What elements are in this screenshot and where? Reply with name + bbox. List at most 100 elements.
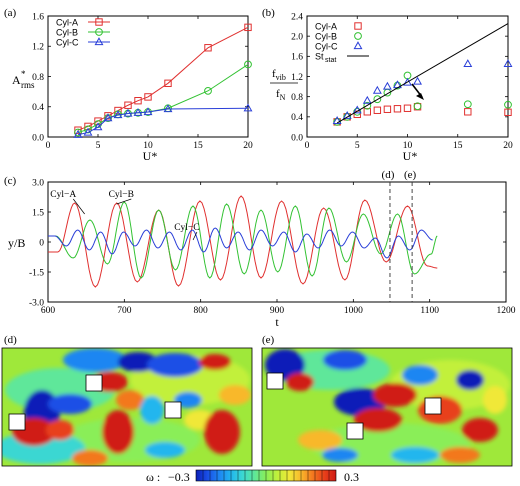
series-label-leader [116, 198, 132, 205]
data-point-cyl-a [504, 108, 512, 116]
axes-c-series-labels: Cyl−A Cyl−B Cyl−C [50, 190, 200, 241]
y-tick-label: -1.5 [29, 268, 44, 278]
axis-label-a-y-sub: rms [21, 80, 35, 90]
cylinder-a-d [8, 413, 26, 431]
legend-label: Cyl-C [56, 38, 79, 48]
axis-label-c-y: y/B [8, 236, 25, 250]
cylinder-a-e [266, 372, 284, 390]
axes-a-ticks: 0 5 10 15 20 0.0 0.4 0.8 1.2 1.6 [32, 12, 253, 151]
data-point-cyl-a [204, 44, 212, 52]
y-tick-label: 0 [39, 238, 44, 248]
cylinder-b-d [85, 374, 103, 392]
data-point-cyl-a [124, 101, 132, 109]
panel-a: (a) 0 5 10 15 20 0.0 0.4 0.8 1.2 1.6 Cyl-ACyl-BCy… [4, 7, 253, 163]
x-tick-label: 1200 [497, 306, 516, 316]
series-label: Cyl−B [109, 190, 134, 200]
data-point-cyl-a [164, 79, 172, 88]
data-point-cyl-c [73, 129, 83, 138]
data-point-cyl-c [362, 95, 372, 104]
y-tick-label: 0.8 [32, 73, 44, 83]
data-point-cyl-a [464, 108, 472, 116]
x-tick-label: 1000 [344, 306, 363, 316]
panel-label-b: (b) [262, 7, 275, 19]
panel-label-a: (a) [4, 7, 17, 19]
data-point-cyl-b [363, 101, 372, 110]
data-point-cyl-c [143, 107, 153, 116]
y-tick-label: 1.6 [32, 12, 44, 22]
legend-marker [354, 32, 362, 40]
axes-b-ticks: 0 5 10 15 20 0.0 0.4 0.8 1.2 1.6 2.0 2.4 [291, 12, 513, 151]
data-point-cyl-c [463, 59, 473, 67]
data-point-cyl-b [343, 112, 352, 121]
axis-label-b-y-num: fvib [272, 68, 286, 82]
data-point-cyl-c [503, 59, 513, 67]
x-tick-label: 10 [403, 141, 413, 151]
data-point-cyl-a [363, 108, 372, 116]
colorbar-ticks [202, 470, 330, 481]
data-point-cyl-c [83, 127, 93, 136]
axis-label-b-x: U* [403, 149, 418, 163]
data-point-cyl-c [243, 103, 253, 112]
axis-label-a-x: U* [143, 149, 158, 163]
data-point-cyl-b [74, 128, 82, 137]
x-tick-label: 20 [503, 141, 513, 151]
data-point-cyl-c [413, 76, 423, 85]
x-tick-label: 900 [270, 306, 285, 316]
panel-b: (b) 0 5 10 15 200.00.40.81.21.62.02.4 Cyl-AC… [262, 7, 513, 163]
vorticity-field-e [262, 348, 512, 466]
x-tick-label: 5 [355, 141, 360, 151]
time-marker-label: (e) [404, 169, 417, 181]
field-d-frame [1, 347, 253, 467]
series-label: Cyl−A [50, 190, 76, 200]
data-point-cyl-c [332, 116, 342, 124]
panel-e: (e) [261, 334, 513, 467]
st-stat-line [336, 23, 509, 124]
y-tick-label: 2.0 [291, 32, 303, 42]
x-tick-label: 5 [96, 141, 101, 151]
data-point-cyl-b [244, 60, 252, 69]
axis-label-c-x: t [275, 315, 279, 329]
data-point-cyl-b [413, 102, 422, 111]
axes-c-series [48, 195, 438, 288]
legend-label-sub: stat [325, 57, 336, 64]
legend-marker [95, 28, 103, 36]
y-tick-label: -3.0 [29, 298, 44, 308]
legend-label: Cyl-A [56, 18, 78, 28]
data-point-cyl-c [103, 113, 113, 122]
x-tick-label: 0 [305, 141, 310, 151]
y-tick-label: 3.0 [32, 178, 44, 188]
axis-label-a-y: A rms * [12, 69, 35, 90]
data-point-cyl-c [133, 107, 143, 116]
axes-a-series [73, 23, 253, 138]
data-point-cyl-c [113, 110, 123, 119]
legend-marker [354, 22, 362, 30]
data-point-cyl-a [104, 112, 112, 120]
data-point-cyl-a [74, 126, 82, 134]
data-point-cyl-a [144, 93, 152, 101]
field-e-frame [261, 347, 513, 467]
legend-marker [95, 18, 103, 26]
legend-marker [94, 37, 104, 46]
timeseries-cyl-c [48, 227, 433, 259]
annotation-b-arrow-head [416, 93, 424, 100]
data-point-cyl-a [393, 105, 402, 113]
x-tick-label: 10 [143, 141, 153, 151]
axis-label-a-y-main: A [12, 73, 21, 87]
data-point-cyl-a [373, 106, 382, 114]
x-tick-label: 700 [117, 306, 132, 316]
x-tick-label: 15 [193, 141, 203, 151]
legend-marker [353, 41, 363, 50]
y-tick-label: 2.4 [291, 12, 303, 22]
panel-label-e: (e) [262, 334, 275, 346]
panel-c: (c) 600 700 800 900 1000 1100 1200 -3.0 -1.5 0 1.5… [4, 169, 516, 329]
series-label-leader [192, 231, 198, 241]
legend-label: Cyl-B [315, 32, 337, 42]
panel-d: (d) [1, 334, 253, 467]
data-point-cyl-a [244, 23, 252, 32]
series-line-cyl-a [77, 26, 249, 131]
timeseries-cyl-b [48, 201, 438, 279]
data-point-cyl-a [114, 106, 122, 115]
